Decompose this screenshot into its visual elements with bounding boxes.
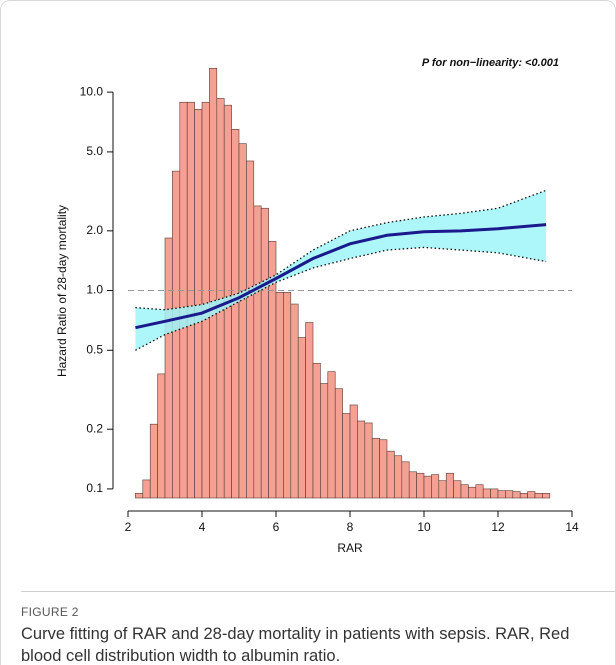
- y-tick-label: 2.0: [86, 223, 103, 237]
- histogram-bar: [460, 484, 469, 499]
- histogram-bar: [527, 491, 536, 499]
- x-tick-label: 4: [199, 520, 206, 534]
- x-tick-label: 14: [565, 520, 579, 534]
- histogram-bar: [194, 108, 203, 499]
- histogram-bar: [260, 207, 269, 499]
- hr-curve: [135, 223, 547, 330]
- y-tick-label: 10.0: [80, 84, 104, 98]
- histogram-bar: [142, 479, 151, 499]
- y-tick-label: 1.0: [86, 283, 103, 297]
- histogram-bar: [408, 471, 417, 499]
- histogram-bar: [364, 422, 373, 499]
- histogram-bar: [468, 486, 477, 499]
- histogram-bar: [290, 303, 299, 499]
- histogram-bar: [371, 437, 380, 499]
- histogram-bar: [157, 373, 166, 499]
- histogram-bar: [305, 322, 314, 499]
- histogram-bar: [179, 101, 188, 499]
- chart: P for non−linearity: <0.001 RAR Hazard R…: [55, 57, 579, 555]
- histogram-bar: [512, 491, 521, 499]
- histogram-bar: [534, 493, 543, 499]
- histogram-bar: [394, 455, 403, 499]
- histogram-bar: [482, 488, 491, 499]
- y-tick-label: 0.1: [86, 481, 103, 495]
- histogram-bar: [327, 371, 336, 499]
- histogram-bar: [505, 490, 514, 499]
- histogram-bar: [149, 423, 158, 499]
- histogram-bar: [164, 237, 173, 499]
- histogram-bar: [386, 450, 395, 499]
- y-tick-label: 0.2: [86, 421, 103, 435]
- histogram-bar: [135, 493, 144, 499]
- x-tick-label: 10: [417, 520, 431, 534]
- histogram-bar: [519, 493, 528, 499]
- histogram-bar: [342, 413, 351, 499]
- figure-label: FIGURE 2: [21, 605, 79, 619]
- histogram-bar: [497, 490, 506, 499]
- histogram-bar: [357, 420, 366, 499]
- x-tick-label: 2: [125, 520, 132, 534]
- histogram-bar: [297, 337, 306, 499]
- histogram-bar: [172, 170, 181, 499]
- histogram-bar: [438, 480, 447, 499]
- histogram-bar: [238, 143, 247, 499]
- histogram-bar: [253, 205, 262, 499]
- histogram-bar: [431, 474, 440, 499]
- histogram-bar: [423, 475, 432, 499]
- annotation: P for non−linearity: <0.001: [422, 57, 559, 69]
- histogram-bar: [490, 488, 499, 499]
- histogram-bar: [542, 493, 551, 499]
- lower-ci: [135, 246, 547, 351]
- histogram-bar: [275, 291, 284, 499]
- histogram-bar: [453, 480, 462, 499]
- upper-ci: [135, 189, 547, 311]
- histogram-bar: [209, 67, 218, 499]
- y-tick-label: 5.0: [86, 144, 103, 158]
- caption: Curve fitting of RAR and 28-day mortalit…: [21, 625, 570, 665]
- histogram-bar: [201, 101, 210, 499]
- histogram-bar: [475, 484, 484, 499]
- histogram-bar: [416, 472, 425, 499]
- histogram-bar: [349, 404, 358, 499]
- x-tick-label: 8: [347, 520, 354, 534]
- y-tick-label: 0.5: [86, 342, 103, 356]
- histogram-bar: [334, 388, 343, 499]
- histogram-bar: [246, 160, 255, 499]
- histogram-bar: [186, 101, 195, 499]
- histogram-bar: [401, 461, 410, 499]
- histogram-bar: [283, 291, 292, 499]
- histogram-bar: [312, 362, 321, 499]
- histogram-bar: [231, 128, 240, 499]
- histogram-bar: [379, 439, 388, 499]
- histogram-bar: [320, 383, 329, 499]
- x-tick-label: 6: [273, 520, 280, 534]
- x-axis-label: RAR: [337, 541, 363, 555]
- separator: [21, 591, 615, 592]
- y-axis-label: Hazard Ratio of 28-day mortality: [55, 205, 69, 377]
- histogram-bar: [445, 472, 454, 499]
- x-tick-label: 12: [491, 520, 505, 534]
